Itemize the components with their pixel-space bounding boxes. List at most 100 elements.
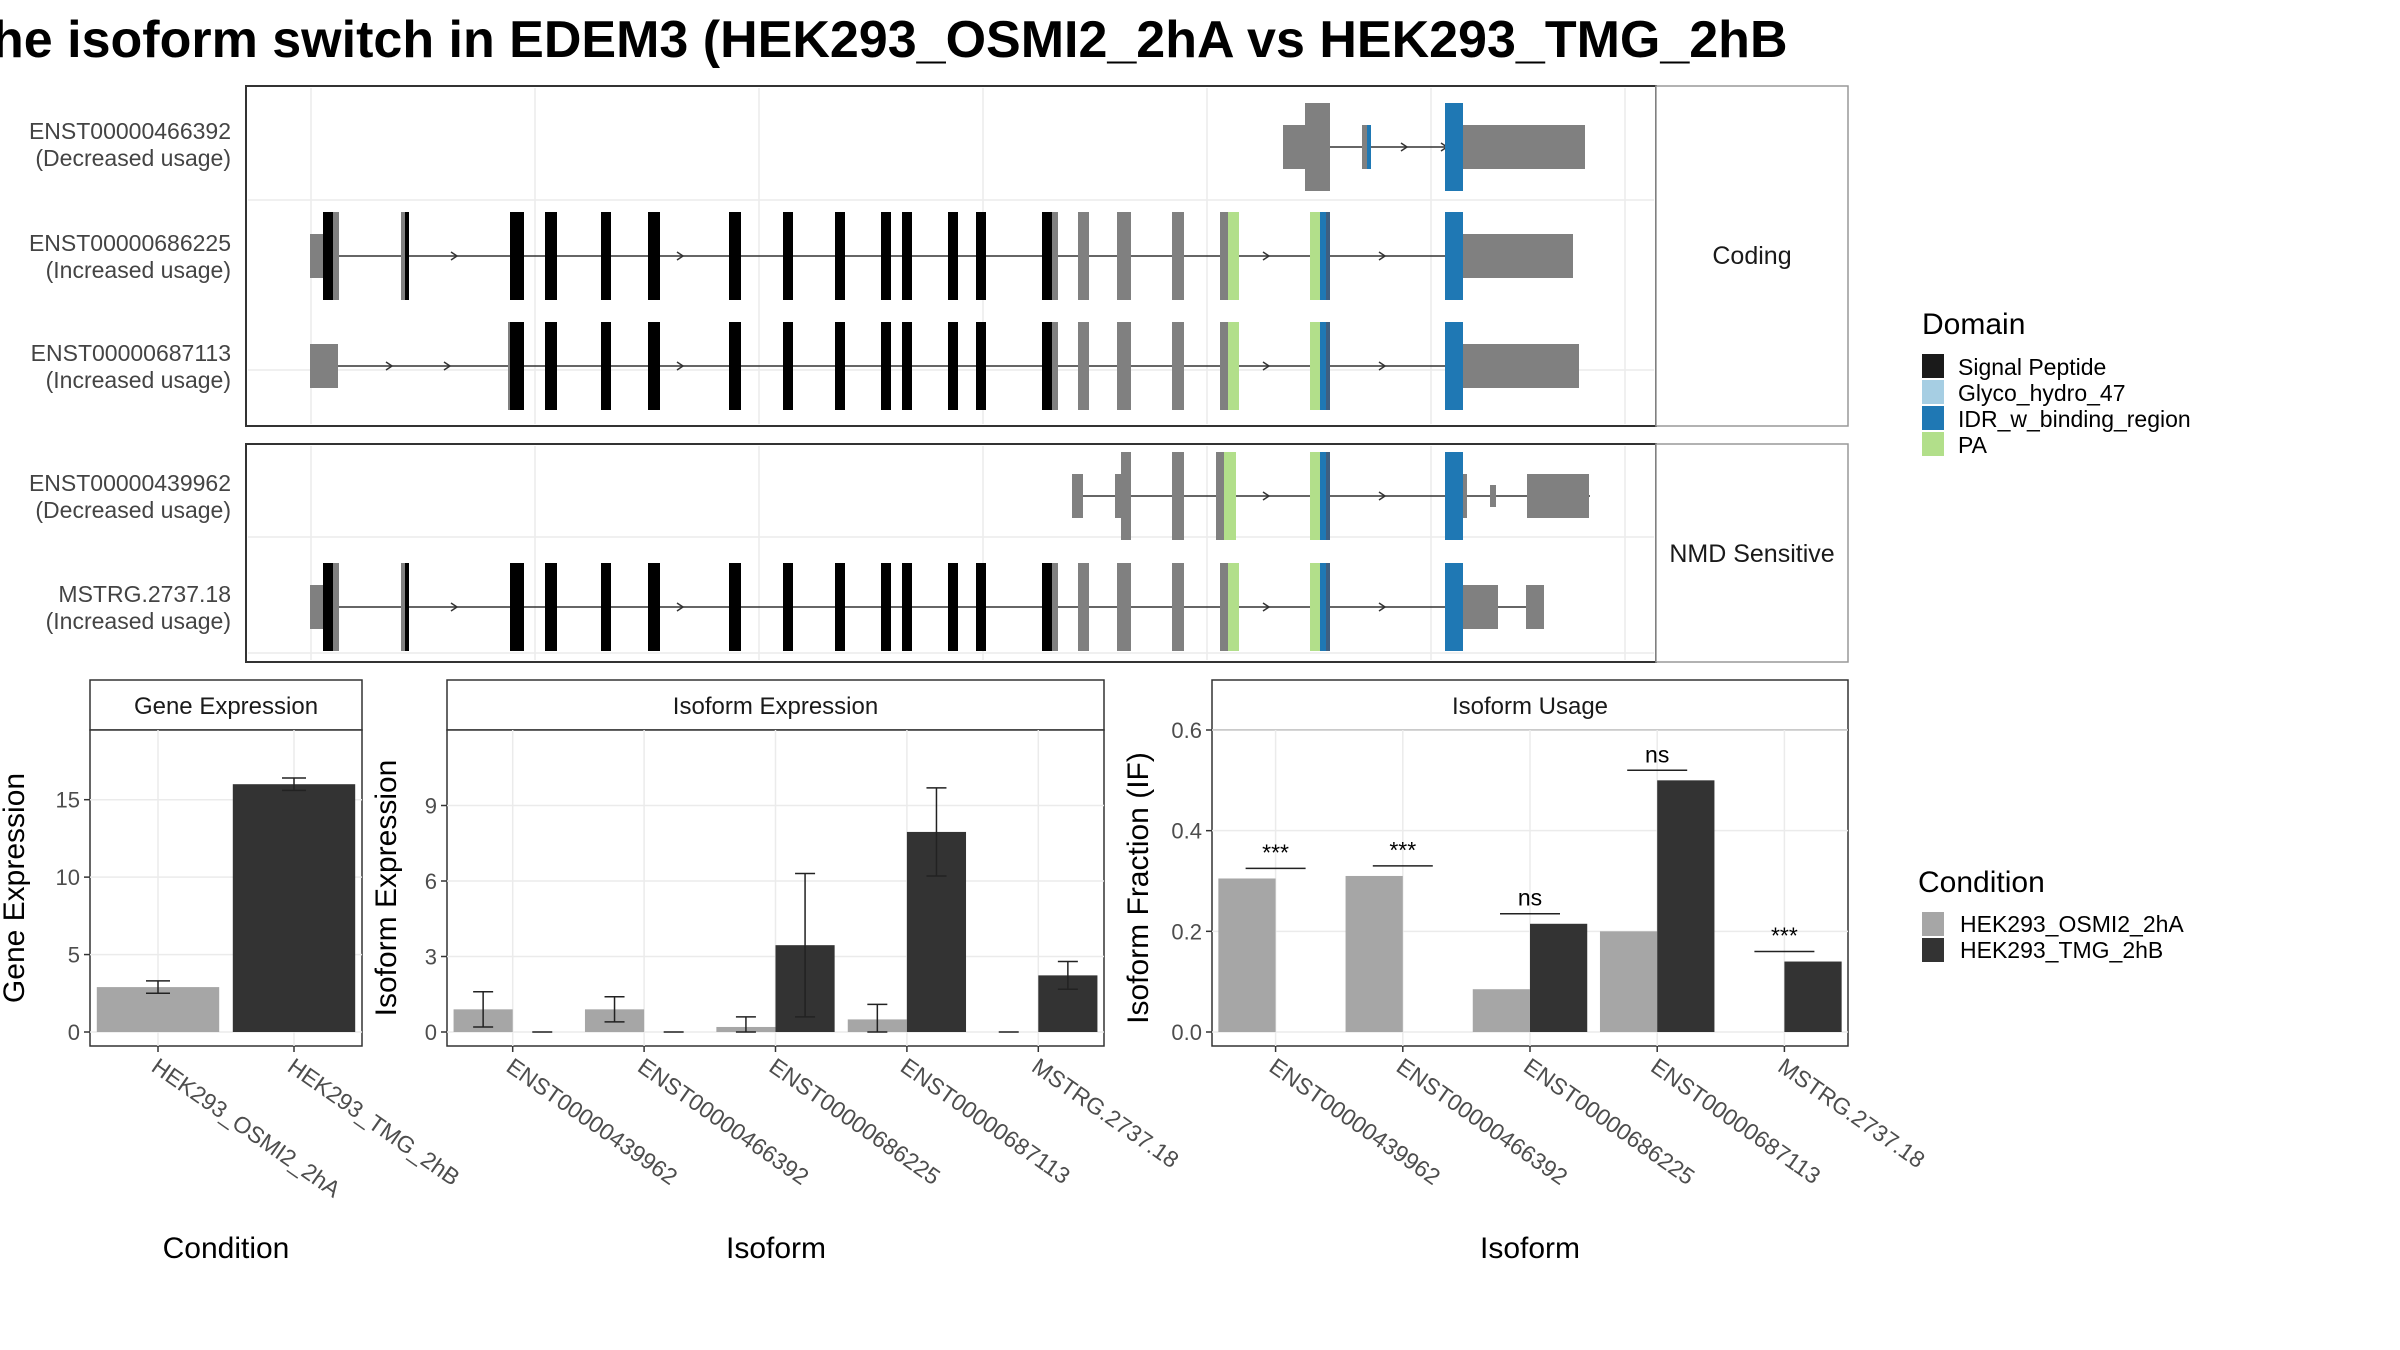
significance-label: ns (1645, 741, 1669, 767)
chart-title: Isoform Usage (1452, 693, 1608, 720)
legend-swatch-cond-b (1922, 938, 1944, 962)
exon (881, 322, 891, 410)
bar (1657, 780, 1715, 1032)
exon (1052, 212, 1058, 300)
strand-arrow (385, 361, 394, 371)
error-bar (735, 1016, 756, 1033)
exon (1463, 344, 1579, 388)
exon (405, 212, 409, 300)
exon (1445, 322, 1463, 410)
legend-label: IDR_w_binding_region (1958, 406, 2191, 432)
legend-swatch-signal-peptide (1922, 354, 1944, 378)
exon (1320, 452, 1326, 540)
error-bar (282, 777, 306, 792)
exon (1445, 103, 1463, 191)
transcript-label: MSTRG.2737.18 (58, 581, 231, 607)
bar (96, 987, 220, 1032)
strand-arrow (1378, 491, 1387, 501)
significance-label: *** (1771, 922, 1798, 948)
exon (648, 322, 660, 410)
y-axis-label: Isoform Fraction (IF) (1122, 752, 1155, 1024)
exon (729, 563, 741, 651)
error-bar (795, 872, 816, 1018)
exon (601, 212, 611, 300)
y-tick-label: 15 (56, 788, 80, 813)
domain-legend-title: Domain (1922, 308, 2025, 341)
facet-strip-nmd (1655, 443, 1849, 663)
exon (1326, 563, 1330, 651)
exon (1220, 212, 1228, 300)
structure-panel: Coding NMD Sensitive ENST00000466392 (De… (29, 85, 1849, 663)
transcript-label: ENST00000439962 (29, 470, 231, 496)
exon (1326, 452, 1330, 540)
y-tick-label: 0 (425, 1020, 437, 1045)
expression-charts: Gene Expression051015HEK293_OSMI2_2hAHEK… (0, 679, 1930, 1265)
chart-strip (1211, 679, 1849, 731)
exon (1228, 563, 1239, 651)
exon (783, 322, 793, 410)
y-axis-label: Isoform Expression (370, 760, 403, 1017)
main-title: he isoform switch in EDEM3 (HEK293_OSMI2… (0, 11, 1788, 69)
transcript-usage: (Decreased usage) (35, 145, 231, 171)
exon (835, 322, 845, 410)
exon (881, 563, 891, 651)
exon (1042, 322, 1052, 410)
exon (1052, 563, 1058, 651)
error-bar (1057, 960, 1078, 990)
exon (729, 322, 741, 410)
exon (401, 563, 405, 651)
exon (948, 212, 958, 300)
strand-arrow (1262, 361, 1271, 371)
exon (1362, 125, 1367, 169)
exon (881, 212, 891, 300)
exon (835, 563, 845, 651)
exon (323, 212, 333, 300)
chart-title: Isoform Expression (673, 693, 878, 720)
exon (1220, 322, 1228, 410)
transcript-usage: (Decreased usage) (35, 497, 231, 523)
exon (1042, 563, 1052, 651)
strand-arrow (1378, 602, 1387, 612)
x-axis-label: Condition (163, 1232, 290, 1265)
x-axis-label: Isoform (1480, 1232, 1580, 1265)
exon (510, 212, 524, 300)
exon (976, 563, 986, 651)
y-tick-label: 0.6 (1171, 718, 1202, 743)
chart-panel: Isoform Usage0.00.20.40.6ENST00000439962… (1122, 679, 1930, 1265)
facet-label-nmd: NMD Sensitive (1669, 540, 1834, 568)
exon (902, 212, 912, 300)
exon (545, 563, 557, 651)
significance-label: *** (1389, 837, 1416, 863)
exon (510, 322, 524, 410)
exon (401, 212, 405, 300)
exon (1310, 212, 1320, 300)
strand-arrow (1378, 361, 1387, 371)
exon (1172, 452, 1184, 540)
exon (405, 563, 409, 651)
exon (1367, 125, 1371, 169)
exon (601, 563, 611, 651)
exon (545, 322, 557, 410)
bar (232, 784, 356, 1032)
exon (545, 212, 557, 300)
strand-arrow (450, 251, 459, 261)
legend-swatch-idr (1922, 406, 1944, 430)
error-bar (867, 1003, 888, 1033)
exon (1490, 485, 1496, 507)
exon (1326, 212, 1330, 300)
y-axis-label: Gene Expression (0, 773, 31, 1003)
exon (902, 322, 912, 410)
transcript-usage: (Increased usage) (46, 367, 231, 393)
exon (1445, 212, 1463, 300)
y-tick-label: 5 (68, 943, 80, 968)
exon (1310, 452, 1320, 540)
exon (1527, 474, 1589, 518)
exon (601, 322, 611, 410)
exon (948, 563, 958, 651)
error-bar (473, 990, 494, 1028)
strand-arrow (450, 602, 459, 612)
exon (1463, 125, 1585, 169)
exon (1320, 212, 1326, 300)
bar (1599, 931, 1658, 1032)
